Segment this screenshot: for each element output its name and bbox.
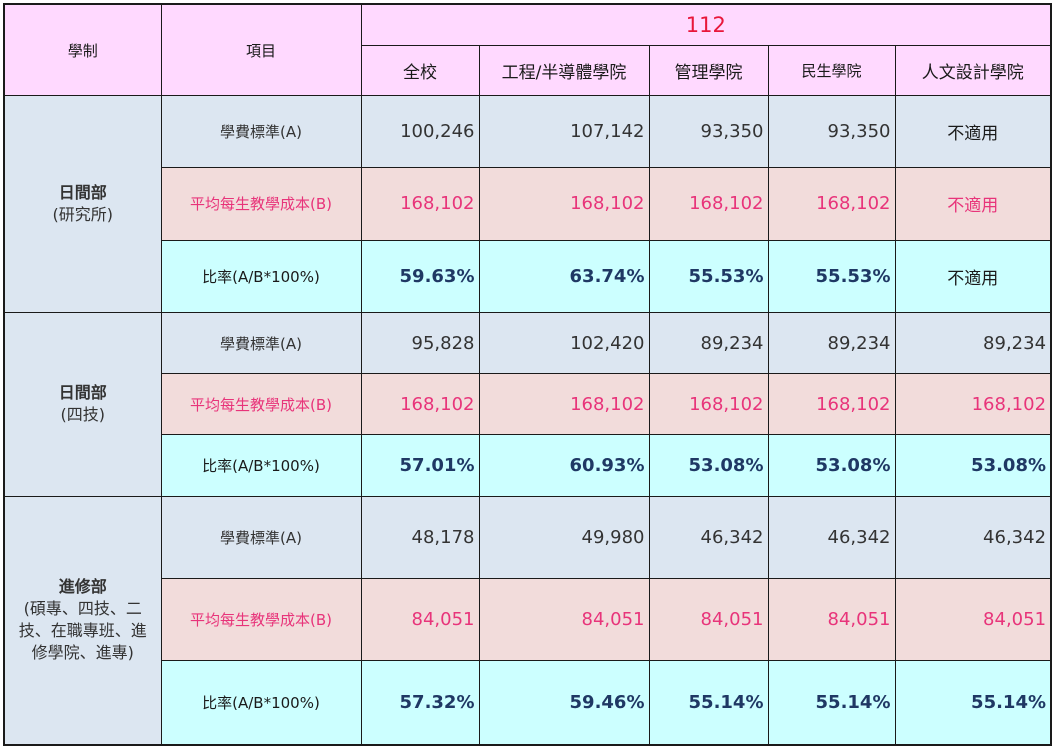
table-cell: 168,102 xyxy=(648,373,769,436)
system-title: 進修部 xyxy=(58,577,107,597)
table-cell: 46,342 xyxy=(648,495,769,579)
system-subtitle-line: 技、在職專班、進 xyxy=(18,621,147,641)
table-cell: 53.08% xyxy=(648,434,769,497)
system-cell: 進修部 (碩專、四技、二 技、在職專班、進 修學院、進專) xyxy=(3,495,162,746)
row-label-ratio: 比率(A/B*100%) xyxy=(160,239,362,313)
table-cell: 不適用 xyxy=(894,167,1052,241)
table-cell: 168,102 xyxy=(478,167,650,241)
table-cell: 53.08% xyxy=(767,434,896,497)
header-system: 學制 xyxy=(3,3,162,96)
header-college-engineering: 工程/半導體學院 xyxy=(478,45,650,96)
table-cell: 84,051 xyxy=(648,577,769,662)
table-cell: 84,051 xyxy=(360,577,480,662)
table-cell: 84,051 xyxy=(478,577,650,662)
row-label-fee: 學費標準(A) xyxy=(160,495,362,579)
table-cell: 63.74% xyxy=(478,239,650,313)
table-cell: 60.93% xyxy=(478,434,650,497)
table-cell: 53.08% xyxy=(894,434,1052,497)
system-cell: 日間部 (四技) xyxy=(3,311,162,497)
table-cell: 59.46% xyxy=(478,660,650,746)
row-label-ratio: 比率(A/B*100%) xyxy=(160,660,362,746)
table-cell: 不適用 xyxy=(894,239,1052,313)
row-label-fee: 學費標準(A) xyxy=(160,311,362,375)
table-cell: 168,102 xyxy=(478,373,650,436)
table-cell: 100,246 xyxy=(360,94,480,169)
table-cell: 168,102 xyxy=(360,373,480,436)
table-cell: 46,342 xyxy=(767,495,896,579)
row-label-cost: 平均每生教學成本(B) xyxy=(160,167,362,241)
system-title: 日間部 xyxy=(58,383,107,403)
table-cell: 59.63% xyxy=(360,239,480,313)
table-cell: 55.53% xyxy=(648,239,769,313)
table-cell: 95,828 xyxy=(360,311,480,375)
table-cell: 93,350 xyxy=(767,94,896,169)
table-cell: 55.14% xyxy=(894,660,1052,746)
system-subtitle: (四技) xyxy=(60,405,106,425)
table-cell: 55.14% xyxy=(767,660,896,746)
header-item: 項目 xyxy=(160,3,362,96)
table-cell: 168,102 xyxy=(894,373,1052,436)
table-cell: 107,142 xyxy=(478,94,650,169)
table-cell: 55.53% xyxy=(767,239,896,313)
table-cell: 46,342 xyxy=(894,495,1052,579)
table-cell: 89,234 xyxy=(894,311,1052,375)
system-title: 日間部 xyxy=(58,182,107,202)
table-cell: 168,102 xyxy=(767,167,896,241)
header-college-management: 管理學院 xyxy=(648,45,769,96)
header-college-humanities: 人文設計學院 xyxy=(894,45,1052,96)
system-subtitle-line: 修學院、進專) xyxy=(31,643,134,663)
row-label-cost: 平均每生教學成本(B) xyxy=(160,577,362,662)
table-cell: 168,102 xyxy=(360,167,480,241)
table-cell: 48,178 xyxy=(360,495,480,579)
system-subtitle: (研究所) xyxy=(52,204,114,224)
table-cell: 102,420 xyxy=(478,311,650,375)
header-year: 112 xyxy=(360,3,1052,46)
table-cell: 57.32% xyxy=(360,660,480,746)
table-cell: 55.14% xyxy=(648,660,769,746)
table-cell: 168,102 xyxy=(767,373,896,436)
row-label-fee: 學費標準(A) xyxy=(160,94,362,169)
header-college-livelihood: 民生學院 xyxy=(767,45,896,96)
table-cell: 不適用 xyxy=(894,94,1052,169)
system-subtitle-line: (碩專、四技、二 xyxy=(23,599,142,619)
table-cell: 84,051 xyxy=(767,577,896,662)
table-cell: 49,980 xyxy=(478,495,650,579)
table-cell: 57.01% xyxy=(360,434,480,497)
table-cell: 89,234 xyxy=(767,311,896,375)
row-label-ratio: 比率(A/B*100%) xyxy=(160,434,362,497)
row-label-cost: 平均每生教學成本(B) xyxy=(160,373,362,436)
table-cell: 168,102 xyxy=(648,167,769,241)
table-cell: 93,350 xyxy=(648,94,769,169)
header-college-all: 全校 xyxy=(360,45,480,96)
system-cell: 日間部 (研究所) xyxy=(3,95,162,313)
table-cell: 89,234 xyxy=(648,311,769,375)
table-cell: 84,051 xyxy=(894,577,1052,662)
tuition-cost-table: 學制 項目 112 全校 工程/半導體學院 管理學院 民生學院 人文設計學院 日… xyxy=(3,3,1053,746)
